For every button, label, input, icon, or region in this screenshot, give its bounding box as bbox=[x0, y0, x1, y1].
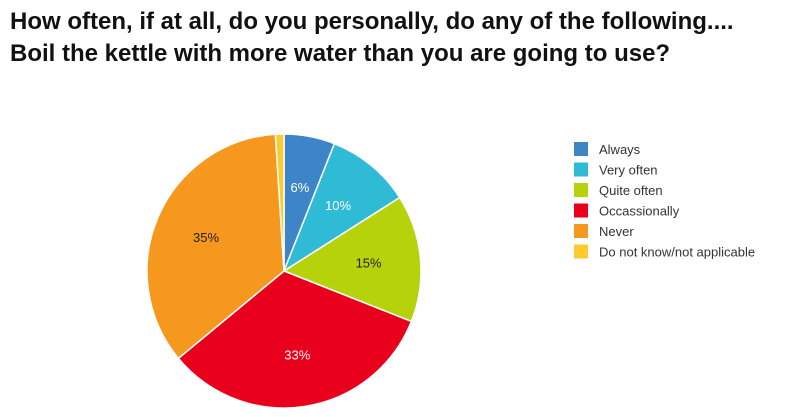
pie-slice-quite-often bbox=[282, 196, 422, 323]
legend-label-very-often: Very often bbox=[599, 163, 658, 178]
pie-slice-never bbox=[146, 133, 285, 360]
legend: Always Very often Quite often Occassionally… bbox=[574, 142, 755, 260]
legend-swatch-never bbox=[574, 224, 588, 238]
pie-slices bbox=[146, 133, 422, 409]
data-label-very-often: 10% bbox=[325, 198, 351, 213]
pie-slice-very-often bbox=[282, 142, 401, 273]
legend-swatch-occasionally bbox=[574, 203, 588, 218]
pie-slice-occasionally bbox=[177, 270, 413, 409]
legend-label-never: Never bbox=[599, 224, 634, 239]
data-label-always: 6% bbox=[291, 180, 310, 195]
legend-label-always: Always bbox=[599, 142, 641, 157]
legend-label-occasionally: Occassionally bbox=[599, 204, 680, 219]
legend-swatch-quite-often bbox=[574, 183, 588, 197]
data-label-occasionally: 33% bbox=[284, 347, 310, 362]
pie-slice-do-not-know bbox=[274, 133, 285, 272]
legend-label-quite-often: Quite often bbox=[599, 183, 663, 198]
chart-title: How often, if at all, do you personally,… bbox=[10, 8, 734, 67]
pie-data-labels: 6% 10% 15% 33% 35% bbox=[193, 180, 382, 362]
data-label-quite-often: 15% bbox=[356, 256, 382, 271]
legend-swatch-always bbox=[574, 142, 588, 156]
legend-swatch-do-not-know bbox=[574, 244, 588, 259]
data-label-never: 35% bbox=[193, 230, 219, 245]
legend-swatch-very-often bbox=[574, 162, 588, 177]
legend-label-do-not-know: Do not know/not applicable bbox=[599, 245, 755, 260]
